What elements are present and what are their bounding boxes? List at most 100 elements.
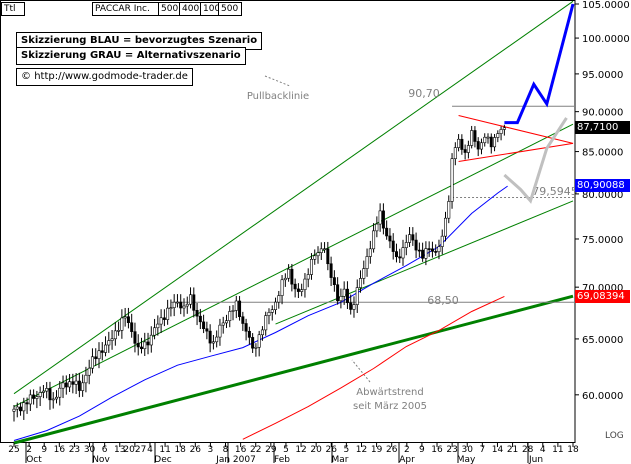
blue-ma-tag: 80,90088 <box>575 179 630 192</box>
candle-body <box>476 141 480 150</box>
candle-body <box>64 382 68 388</box>
candle-body <box>51 398 55 401</box>
candle-body <box>290 268 294 285</box>
candle-body <box>100 350 104 353</box>
candle-body <box>372 230 376 250</box>
candle-body <box>149 334 153 346</box>
candle-body <box>218 324 222 338</box>
candle-body <box>270 309 274 313</box>
candle-body <box>388 235 392 242</box>
x-tick-label: 26 <box>190 445 202 455</box>
candle-body <box>12 408 16 412</box>
x-tick-label: 7 <box>479 445 485 455</box>
candle-body <box>460 138 464 150</box>
candle-body <box>457 138 461 148</box>
month-label: Jun <box>528 455 543 464</box>
x-tick-label: 19 <box>371 445 383 455</box>
candle-body <box>332 277 336 286</box>
candle-body <box>287 268 291 279</box>
candle-body <box>378 210 382 225</box>
x-tick-label: 8 <box>223 445 229 455</box>
candle-body <box>81 382 85 391</box>
candle-body <box>208 330 212 344</box>
candle-body <box>25 402 29 405</box>
candle-body <box>32 394 36 399</box>
x-tick-label: 2027 <box>123 445 146 455</box>
candle-body <box>110 338 114 341</box>
mid-upper-trend-line <box>13 123 574 408</box>
price-candles <box>12 124 506 422</box>
candle-body <box>394 251 398 258</box>
candle-body <box>359 278 363 288</box>
downtrend-label-line2: seit März 2005 <box>353 401 427 412</box>
x-tick-label: 30 <box>84 445 96 455</box>
candle-body <box>323 248 327 251</box>
moving-averages <box>13 185 508 441</box>
red-moving-average <box>242 295 505 440</box>
candle-body <box>470 130 474 146</box>
candle-body <box>221 322 225 326</box>
candle-body <box>22 402 26 412</box>
candle-body <box>303 278 307 290</box>
x-tick-label: 4 <box>540 445 546 455</box>
x-tick-label: 13 <box>114 445 125 455</box>
triangle-formation <box>458 115 574 162</box>
candle-body <box>120 317 124 331</box>
candle-body <box>430 248 434 252</box>
x-tick-label: 2 <box>404 445 410 455</box>
y-tick-label: 60.0000 <box>582 391 623 402</box>
candle-body <box>166 307 170 320</box>
x-tick-label: 5 <box>283 445 289 455</box>
downtrend-pointer <box>351 359 371 383</box>
candle-body <box>437 246 441 253</box>
candle-body <box>502 127 506 130</box>
candle-body <box>244 323 248 332</box>
month-label: Dec <box>154 455 171 464</box>
candle-body <box>417 249 421 252</box>
copyright-icon: © <box>21 71 31 82</box>
candle-body <box>231 310 235 312</box>
candle-body <box>309 258 313 275</box>
candle-body <box>143 341 147 350</box>
y-tick-label: 65.0000 <box>582 335 623 346</box>
candle-body <box>251 337 255 349</box>
candle-body <box>427 248 431 250</box>
candle-body <box>274 301 278 310</box>
x-tick-label: 26 <box>326 445 338 455</box>
x-tick-label: 26 <box>386 445 398 455</box>
candle-body <box>489 136 493 148</box>
candle-body <box>123 316 127 319</box>
candle-body <box>234 300 238 311</box>
month-label: Nov <box>92 455 110 464</box>
candle-body <box>74 380 78 385</box>
level-label-mid: 79,5945 <box>532 185 578 198</box>
candle-body <box>434 251 438 253</box>
candle-body <box>205 328 209 332</box>
candle-body <box>189 294 193 305</box>
website-url: http://www.godmode-trader.de <box>34 71 188 82</box>
candle-body <box>45 388 49 392</box>
note-grey-scenario: Skizzierung GRAU = Alternativszenario <box>16 47 246 65</box>
x-tick-label: 23 <box>69 445 80 455</box>
candle-body <box>362 268 366 279</box>
candle-body <box>345 288 349 304</box>
candle-body <box>368 248 372 257</box>
candle-body <box>54 396 58 400</box>
x-tick-label: 11 <box>552 445 563 455</box>
x-tick-label: 21 <box>507 445 518 455</box>
candle-body <box>296 288 300 292</box>
scenario-paths <box>503 3 575 204</box>
month-label: Mar <box>332 455 349 464</box>
candle-body <box>313 255 317 260</box>
candle-body <box>293 283 297 290</box>
candle-body <box>215 336 219 343</box>
website-link[interactable]: © http://www.godmode-trader.de <box>16 68 193 86</box>
candle-body <box>306 274 310 280</box>
downtrend-line <box>13 294 574 445</box>
candle-body <box>283 277 287 281</box>
axes: 60.0000 65.0000 70.0000 75.0000 80.0000 85.00… <box>8 0 629 464</box>
x-tick-label: 20 <box>310 445 322 455</box>
month-label: May <box>457 455 476 464</box>
